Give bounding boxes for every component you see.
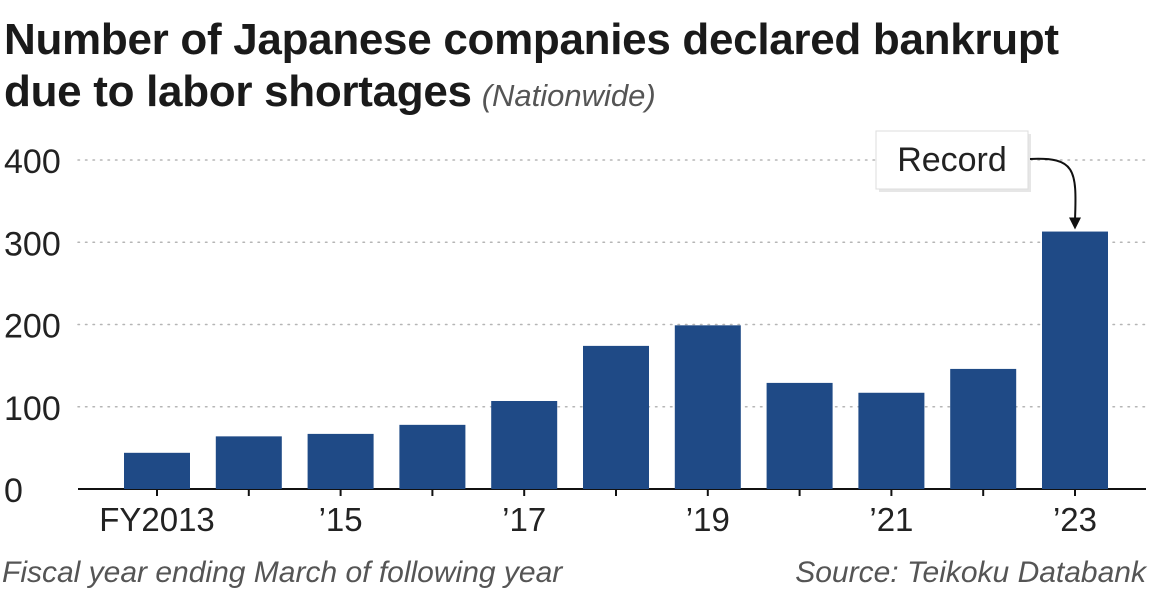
- x-tick-label-10: ’23: [1053, 501, 1097, 538]
- bar-8: [858, 392, 925, 489]
- chart-title-line-1: Number of Japanese companies declared ba…: [4, 15, 1059, 64]
- annotation-arrowhead: [1069, 217, 1081, 230]
- x-tick-label-2: ’15: [319, 501, 363, 538]
- bar-5: [583, 345, 649, 489]
- bar-10: [1042, 231, 1108, 489]
- x-tick-label-0: FY2013: [99, 501, 215, 538]
- bar-2: [307, 433, 374, 489]
- x-tick-label-4: ’17: [502, 501, 546, 538]
- footnote: Fiscal year ending March of following ye…: [2, 556, 563, 589]
- chart-title: Number of Japanese companies declared ba…: [4, 14, 1059, 122]
- bar-9: [950, 368, 1017, 489]
- y-tick-label-300: 300: [4, 225, 61, 263]
- bar-1: [215, 436, 282, 489]
- bar-4: [491, 400, 558, 489]
- x-tick-label-8: ’21: [869, 501, 913, 538]
- y-tick-label-0: 0: [4, 472, 23, 510]
- bar-7: [766, 382, 833, 489]
- y-tick-label-100: 100: [4, 390, 61, 428]
- y-tick-label-200: 200: [4, 308, 61, 346]
- x-tick-label-6: ’19: [686, 501, 730, 538]
- bar-6: [674, 325, 741, 489]
- annotation-arrow: [1029, 157, 1077, 220]
- bar-0: [124, 452, 190, 489]
- chart-title-line-2: due to labor shortages (Nationwide): [4, 66, 1059, 122]
- annotation-box: [875, 130, 1029, 190]
- bar-3: [399, 424, 466, 489]
- y-tick-label-400: 400: [4, 143, 61, 181]
- annotation-label: Record: [897, 141, 1007, 179]
- chart-title-line-2-text: due to labor shortages: [4, 67, 472, 116]
- source-note: Source: Teikoku Databank: [795, 556, 1146, 589]
- chart-subtitle: (Nationwide): [481, 78, 656, 113]
